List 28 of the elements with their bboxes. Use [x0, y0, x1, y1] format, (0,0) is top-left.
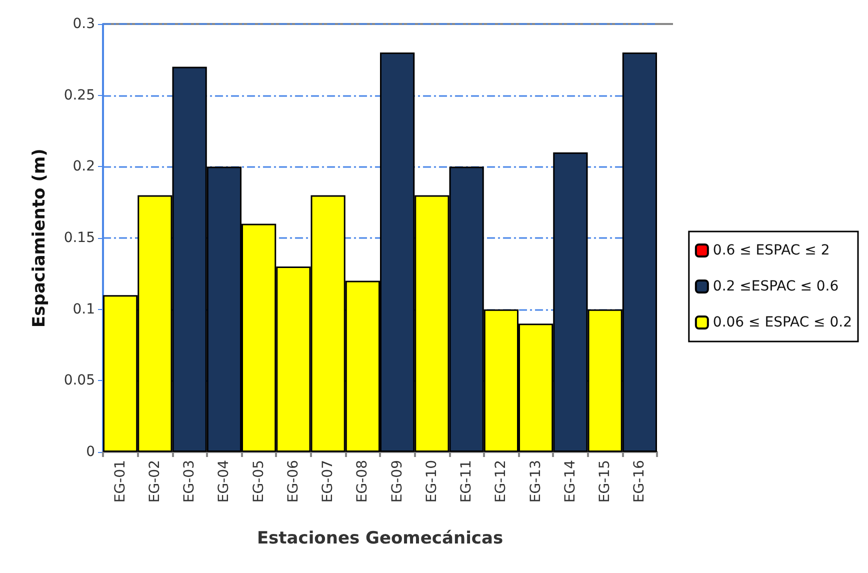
x-tick-label: EG-04 [216, 460, 232, 503]
x-tick-label: EG-16 [632, 460, 648, 503]
x-tick-label: EG-07 [320, 460, 336, 503]
x-tick-label: EG-11 [458, 460, 475, 503]
x-tick-label: EG-10 [424, 460, 440, 503]
x-tick-label: EG-01 [112, 460, 128, 503]
x-tick-label: EG-09 [389, 460, 406, 503]
x-tick-label: EG-14 [562, 460, 578, 503]
y-tick-label: 0.2 [72, 158, 95, 175]
x-tick-label: EG-15 [597, 460, 614, 503]
x-tick-label: EG-08 [354, 460, 371, 503]
y-tick-label: 0.15 [64, 230, 95, 246]
y-tick-label: 0.05 [64, 372, 95, 389]
y-tick-label: 0.25 [64, 87, 95, 104]
legend-label: 0.2 ≤ESPAC ≤ 0.6 [712, 278, 839, 294]
legend-label: 0.6 ≤ ESPAC ≤ 2 [712, 242, 830, 258]
legend-label: 0.06 ≤ ESPAC ≤ 0.2 [712, 314, 852, 330]
y-tick-label: 0.3 [72, 16, 95, 32]
x-axis-title: Estaciones Geomecánicas [256, 528, 504, 548]
x-tick-label: EG-03 [182, 460, 198, 503]
y-axis-title: Espaciamiento (m) [30, 148, 50, 328]
y-tick-label: 0 [86, 444, 95, 460]
x-tick-label: EG-05 [250, 460, 267, 503]
x-tick-label: EG-06 [285, 460, 302, 503]
x-tick-label: EG-13 [528, 460, 544, 503]
y-tick-label: 0.1 [72, 301, 95, 318]
x-tick-label: EG-12 [493, 460, 510, 503]
x-tick-label: EG-02 [146, 460, 163, 503]
